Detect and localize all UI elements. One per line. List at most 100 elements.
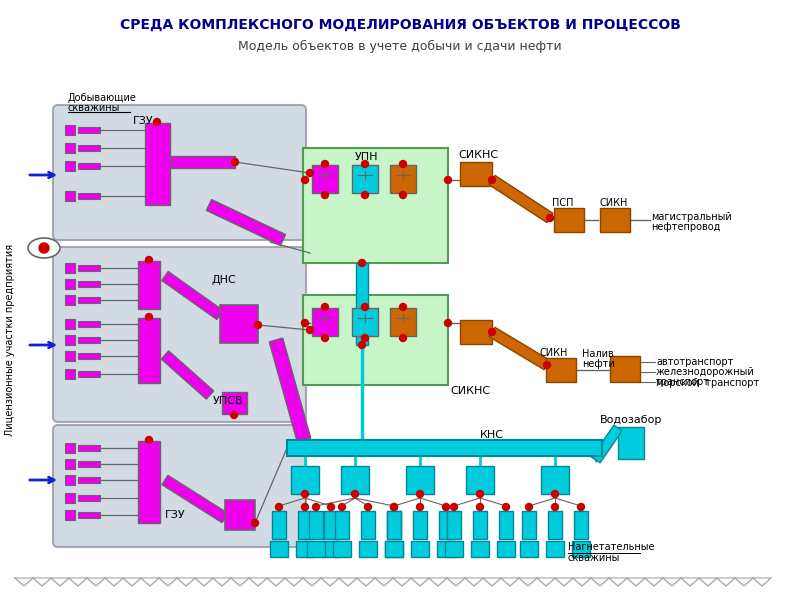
- Bar: [65, 475, 75, 485]
- Circle shape: [399, 304, 406, 311]
- Circle shape: [358, 341, 366, 349]
- Bar: [65, 459, 75, 469]
- Text: Модель объектов в учете добычи и сдачи нефти: Модель объектов в учете добычи и сдачи н…: [238, 40, 562, 53]
- Circle shape: [358, 259, 366, 266]
- Bar: [387, 511, 401, 539]
- Text: магистральный: магистральный: [651, 212, 732, 222]
- FancyBboxPatch shape: [53, 247, 306, 422]
- Bar: [411, 541, 429, 557]
- Polygon shape: [206, 200, 286, 245]
- Bar: [460, 320, 492, 344]
- Bar: [65, 510, 75, 520]
- Bar: [352, 308, 378, 336]
- Bar: [572, 541, 590, 557]
- Circle shape: [578, 503, 585, 511]
- Bar: [78, 281, 100, 287]
- Bar: [574, 511, 588, 539]
- Bar: [406, 466, 434, 494]
- Polygon shape: [489, 327, 550, 370]
- Bar: [138, 441, 160, 523]
- Circle shape: [146, 313, 153, 320]
- Circle shape: [551, 503, 558, 511]
- Text: скважины: скважины: [568, 553, 620, 563]
- Polygon shape: [592, 425, 622, 463]
- Bar: [78, 337, 100, 343]
- Bar: [78, 321, 100, 327]
- Circle shape: [390, 503, 398, 511]
- Bar: [324, 511, 338, 539]
- Bar: [359, 541, 377, 557]
- Bar: [78, 512, 100, 518]
- Bar: [473, 511, 487, 539]
- Bar: [78, 371, 100, 377]
- Bar: [387, 511, 401, 539]
- FancyBboxPatch shape: [53, 425, 306, 547]
- Bar: [138, 318, 160, 383]
- Bar: [138, 261, 160, 309]
- Bar: [385, 541, 403, 557]
- Bar: [445, 541, 463, 557]
- Bar: [413, 511, 427, 539]
- Bar: [312, 308, 338, 336]
- Text: УПСВ: УПСВ: [213, 396, 243, 406]
- Circle shape: [322, 160, 329, 167]
- Bar: [541, 466, 569, 494]
- Bar: [460, 162, 492, 186]
- FancyBboxPatch shape: [53, 105, 306, 240]
- Bar: [65, 493, 75, 503]
- Bar: [65, 143, 75, 153]
- Circle shape: [302, 319, 309, 326]
- Bar: [312, 165, 338, 193]
- Bar: [78, 495, 100, 501]
- Bar: [610, 356, 640, 382]
- Circle shape: [313, 503, 319, 511]
- Bar: [65, 191, 75, 201]
- Bar: [520, 541, 538, 557]
- Bar: [78, 297, 100, 303]
- Bar: [361, 511, 375, 539]
- Circle shape: [502, 503, 510, 511]
- Polygon shape: [270, 338, 310, 442]
- Circle shape: [362, 304, 369, 311]
- Text: автотранспорт: автотранспорт: [656, 357, 734, 367]
- Circle shape: [362, 160, 369, 167]
- Bar: [78, 445, 100, 451]
- Bar: [497, 541, 515, 557]
- Bar: [145, 123, 170, 205]
- Polygon shape: [489, 175, 553, 223]
- Text: Лицензионные участки предприятия: Лицензионные участки предприятия: [5, 244, 15, 436]
- Bar: [437, 541, 455, 557]
- Bar: [548, 511, 562, 539]
- Bar: [65, 263, 75, 273]
- Text: железнодорожный: железнодорожный: [656, 367, 754, 377]
- Circle shape: [477, 491, 483, 497]
- Bar: [341, 466, 369, 494]
- Bar: [546, 541, 564, 557]
- Bar: [65, 279, 75, 289]
- Bar: [390, 308, 416, 336]
- Text: СИКН: СИКН: [600, 198, 628, 208]
- Bar: [546, 358, 576, 382]
- Bar: [522, 511, 536, 539]
- Text: СРЕДА КОМПЛЕКСНОГО МОДЕЛИРОВАНИЯ ОБЪЕКТОВ И ПРОЦЕССОВ: СРЕДА КОМПЛЕКСНОГО МОДЕЛИРОВАНИЯ ОБЪЕКТО…: [119, 18, 681, 32]
- Circle shape: [489, 176, 495, 184]
- Bar: [78, 461, 100, 467]
- Text: ГЗУ: ГЗУ: [133, 116, 154, 126]
- Bar: [220, 305, 258, 343]
- Bar: [322, 541, 340, 557]
- Bar: [287, 440, 602, 456]
- Text: ПСП: ПСП: [552, 198, 574, 208]
- Text: ДНС: ДНС: [212, 275, 237, 285]
- Bar: [618, 427, 644, 459]
- Bar: [65, 319, 75, 329]
- Bar: [272, 511, 286, 539]
- Circle shape: [477, 503, 483, 511]
- Bar: [291, 466, 319, 494]
- Bar: [65, 125, 75, 135]
- Text: нефтепровод: нефтепровод: [651, 222, 720, 232]
- Bar: [600, 208, 630, 232]
- Bar: [78, 145, 100, 151]
- Circle shape: [39, 243, 49, 253]
- Circle shape: [302, 176, 309, 184]
- Bar: [333, 541, 351, 557]
